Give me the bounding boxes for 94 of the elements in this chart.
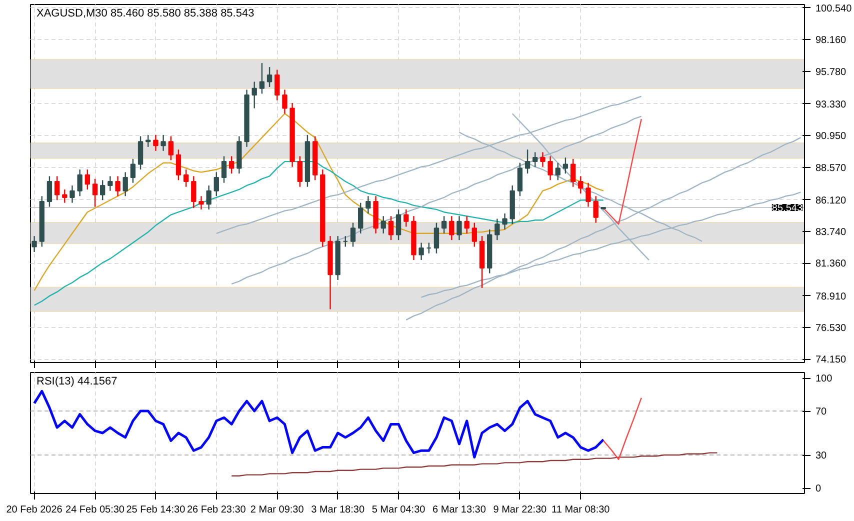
y-tick-label: 98.160 [816,35,847,46]
candlestick [130,158,136,184]
y-tick-label: 74.150 [816,354,847,366]
candlestick [593,196,598,224]
candlestick [214,172,219,197]
candlestick [517,162,523,197]
x-tick-label: 3 Mar 18:30 [311,504,365,516]
y-tick-label: 95.780 [816,66,847,78]
candlestick [380,216,386,234]
y-tick-label: 90.950 [816,131,847,142]
x-tick-label: 5 Mar 04:30 [372,504,426,516]
y-tick-label: 0 [816,484,822,494]
candlestick [183,168,189,188]
candlestick [494,218,500,241]
candlestick [464,216,470,234]
line-series [602,118,642,225]
x-tick-label: 26 Feb 23:30 [186,504,246,516]
candlestick [221,156,227,184]
candlestick [32,235,37,253]
candlestick [396,208,402,241]
chart-title: XAGUSD,M30 85.460 85.580 85.388 85.543 [36,8,254,20]
candlestick [168,136,174,161]
candlestick [176,148,182,181]
y-tick-label: 88.570 [816,162,847,174]
candlestick [77,168,82,197]
candlestick [70,184,75,204]
x-tick-label: 9 Mar 22:30 [493,504,548,516]
y-tick-label: 100.540 [816,3,852,14]
y-tick-label: 30 [816,450,828,462]
candlestick [366,196,371,214]
x-tick-label: 6 Mar 13:30 [432,504,486,516]
candlestick [555,162,560,181]
candlestick [578,176,584,194]
x-tick-label: 24 Feb 05:30 [66,504,125,516]
candlestick [46,176,52,208]
candlestick [532,152,538,168]
candlestick [191,176,196,209]
y-tick-label: 83.740 [816,227,847,238]
candlestick [146,134,151,148]
candlestick [54,176,60,201]
candlestick [84,168,90,190]
x-tick-label: 2 Mar 09:30 [250,504,304,516]
y-tick-label: 78.910 [816,291,847,302]
candlestick [548,156,553,181]
candlestick [456,216,462,241]
candlestick [252,81,257,109]
y-tick-label: 86.120 [816,195,847,206]
candlestick [297,156,302,188]
candlestick [570,158,576,188]
line-series [34,160,604,306]
candlestick [434,222,440,254]
candlestick [449,216,454,241]
y-tick-label: 70 [816,406,828,418]
candlestick [274,69,280,101]
candlestick [115,176,120,197]
candlestick [266,66,272,88]
chart-title: RSI(13) 44.1567 [36,376,118,388]
y-tick-label: 100 [816,374,833,384]
candlestick [229,156,234,174]
ref-line-label: 85.543 [772,203,803,214]
candlestick [198,196,204,210]
candlestick [160,134,166,152]
line-series [602,397,642,460]
candlestick [540,152,546,168]
x-tick-label: 25 Feb 14:30 [126,504,186,516]
candlestick [562,156,568,174]
candlestick [586,182,591,208]
candlestick [108,176,113,192]
line-series [34,113,604,292]
candlestick [418,242,424,261]
candlestick [358,202,364,234]
candlestick [441,216,447,234]
candlestick [259,62,265,94]
candlestick [388,216,394,241]
x-tick-label: 11 Mar 08:30 [552,504,610,516]
line-series [230,452,718,476]
candlestick [138,136,144,170]
candlestick [92,178,98,208]
y-tick-label: 81.360 [816,258,847,270]
candlestick [62,188,68,204]
candlestick [100,180,106,201]
y-tick-label: 93.330 [816,99,847,110]
candlestick [524,148,530,174]
candlestick [206,184,212,210]
candlestick [502,212,508,230]
candlestick [282,89,288,114]
candlestick [404,208,409,228]
candlestick [122,172,128,197]
x-tick-label: 20 Feb 2026 [6,504,63,516]
candlestick [472,222,477,248]
candlestick [350,222,356,248]
candlestick [153,134,158,152]
line-series [33,390,605,458]
y-tick-label: 76.530 [816,323,847,334]
